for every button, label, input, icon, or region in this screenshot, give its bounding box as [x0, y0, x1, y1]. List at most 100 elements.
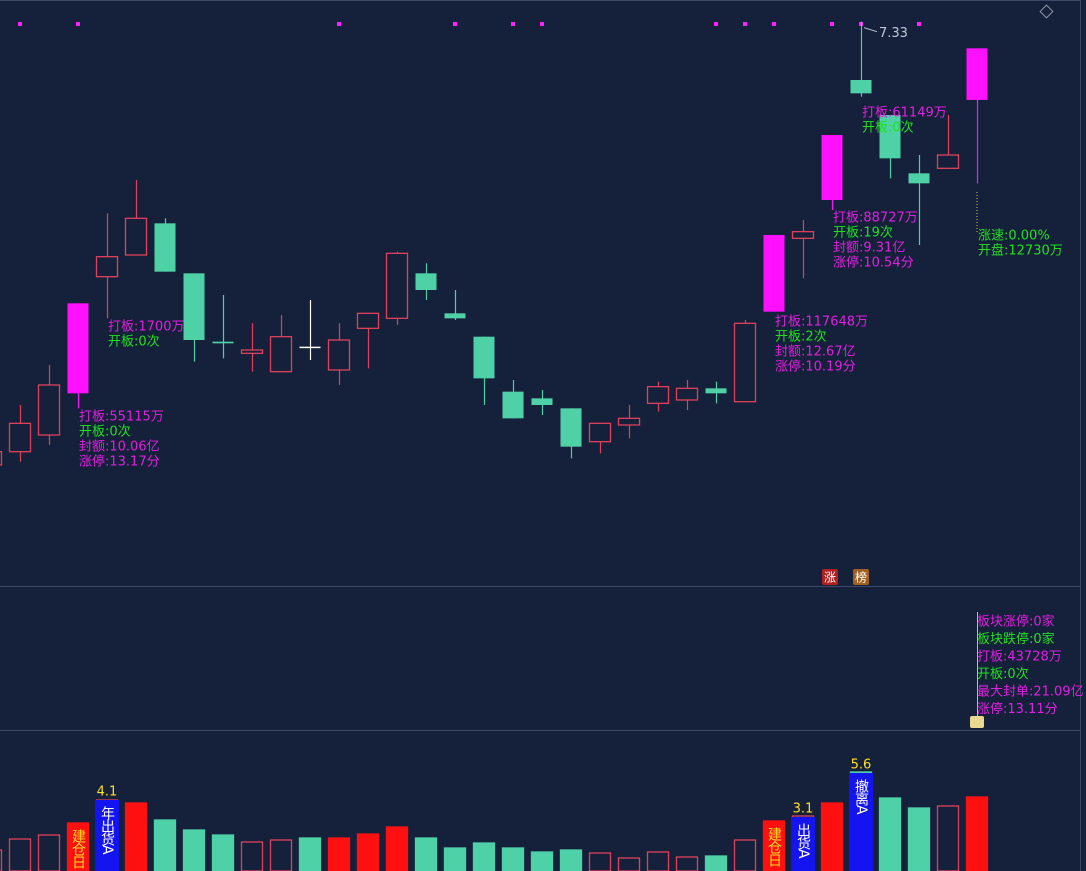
volume-bar: [733, 839, 757, 871]
candle-body: [269, 336, 293, 373]
volume-bar: [878, 797, 902, 871]
candle-body: [415, 273, 437, 290]
candle-body: [733, 322, 757, 403]
annotation-text: 开盘:12730万: [978, 243, 1063, 259]
candle-body: [356, 312, 380, 329]
volume-bar: [153, 819, 177, 871]
candle-body: [908, 173, 930, 184]
volume-bar: [8, 838, 32, 871]
annotation-text: 打板:55115万: [79, 410, 164, 425]
candle-body: [473, 336, 495, 379]
signal-dot: [76, 22, 80, 26]
candle-body: [95, 256, 119, 278]
annotation-text: 打板:1700万: [108, 320, 184, 335]
annotation-text: 涨停:10.54分: [833, 255, 914, 271]
candle-body: [966, 48, 988, 100]
volume-bar: [327, 837, 351, 871]
signal-box: [849, 773, 873, 871]
candle-body: [37, 384, 61, 436]
indicator-text: 开板:0次: [977, 666, 1029, 682]
signal-text: 建仓日: [766, 827, 782, 867]
annotation-text: 涨停:13.17分: [79, 454, 160, 470]
annotation-text: 开板:0次: [79, 424, 131, 440]
signal-dot: [540, 22, 544, 26]
volume-bar: [646, 851, 670, 871]
badge-text: 涨: [824, 570, 836, 585]
candle-body: [646, 386, 670, 404]
annotation-text: 封额:9.31亿: [833, 241, 905, 256]
candle-body: [531, 398, 553, 405]
signal-box: [95, 800, 119, 871]
annotation-text: 涨速:0.00%: [978, 229, 1050, 244]
volume-bar: [356, 833, 380, 871]
candle-body: [240, 349, 264, 354]
signal-dot: [830, 22, 834, 26]
volume-bar: [385, 826, 409, 871]
volume-bar: [675, 856, 699, 871]
indicator-text: 板块跌停:0家: [977, 631, 1055, 647]
volume-bar: [124, 802, 148, 871]
candle-body: [299, 346, 321, 349]
annotation-text: 打板:61149万: [862, 106, 947, 121]
signal-dot: [18, 22, 22, 26]
indicator-text: 最大封单:21.09亿: [977, 685, 1084, 700]
candle-body: [791, 231, 815, 239]
signal-dot: [772, 22, 776, 26]
volume-bar: [617, 857, 641, 871]
signal-dot: [511, 22, 515, 26]
candle-body: [617, 417, 641, 426]
candle-body: [588, 422, 612, 443]
candle-body: [850, 80, 872, 94]
candle-body: [385, 252, 409, 319]
badge: [853, 569, 869, 585]
indicator-text: 涨停:13.11分: [977, 701, 1058, 717]
annotation-text: 打板:88727万: [833, 211, 918, 226]
signal-value: 4.1: [97, 785, 118, 800]
volume-bar: [0, 849, 3, 871]
signal-box: [791, 817, 815, 871]
signal-value: 5.6: [851, 758, 872, 773]
badge: [822, 569, 838, 585]
candle-body: [154, 223, 176, 272]
volume-bar: [211, 834, 235, 871]
candle-body: [763, 235, 785, 312]
candle-body: [183, 273, 205, 340]
signal-text: 出货A: [795, 823, 811, 859]
annotation-text: 开板:0次: [108, 334, 160, 350]
candle-body: [327, 339, 351, 371]
signal-dot: [917, 22, 921, 26]
signal-dot: [337, 22, 341, 26]
volume-bar: [414, 837, 438, 871]
volume-bar: [965, 796, 989, 871]
signal-dot: [453, 22, 457, 26]
candle-body: [502, 391, 524, 419]
annotation-text: 涨停:10.19分: [775, 359, 856, 375]
signal-text: 撤离A: [853, 779, 869, 815]
volume-bar: [559, 849, 583, 871]
annotation-text: 打板:117648万: [775, 315, 868, 330]
volume-bar: [762, 820, 786, 871]
candle-body: [212, 341, 234, 344]
volume-bar: [182, 829, 206, 871]
signal-dot: [743, 22, 747, 26]
annotation-text: 开板:0次: [862, 120, 914, 136]
candle-body: [560, 408, 582, 447]
candle-body: [67, 303, 89, 394]
signal-value: 3.1: [793, 802, 814, 817]
volume-bar: [936, 805, 960, 871]
candle-body: [705, 388, 727, 394]
signal-dot: [714, 22, 718, 26]
indicator-icon: [970, 716, 984, 728]
volume-bar: [443, 847, 467, 871]
annotation-text: 开板:2次: [775, 329, 827, 345]
candle-body: [936, 154, 960, 169]
settings-icon[interactable]: [1039, 4, 1054, 19]
volume-bar: [269, 839, 293, 871]
annotation-text: 封额:12.67亿: [775, 345, 856, 360]
volume-bar: [530, 851, 554, 871]
candle-body: [821, 135, 843, 200]
volume-bar: [37, 834, 61, 871]
candle-body: [0, 451, 3, 466]
